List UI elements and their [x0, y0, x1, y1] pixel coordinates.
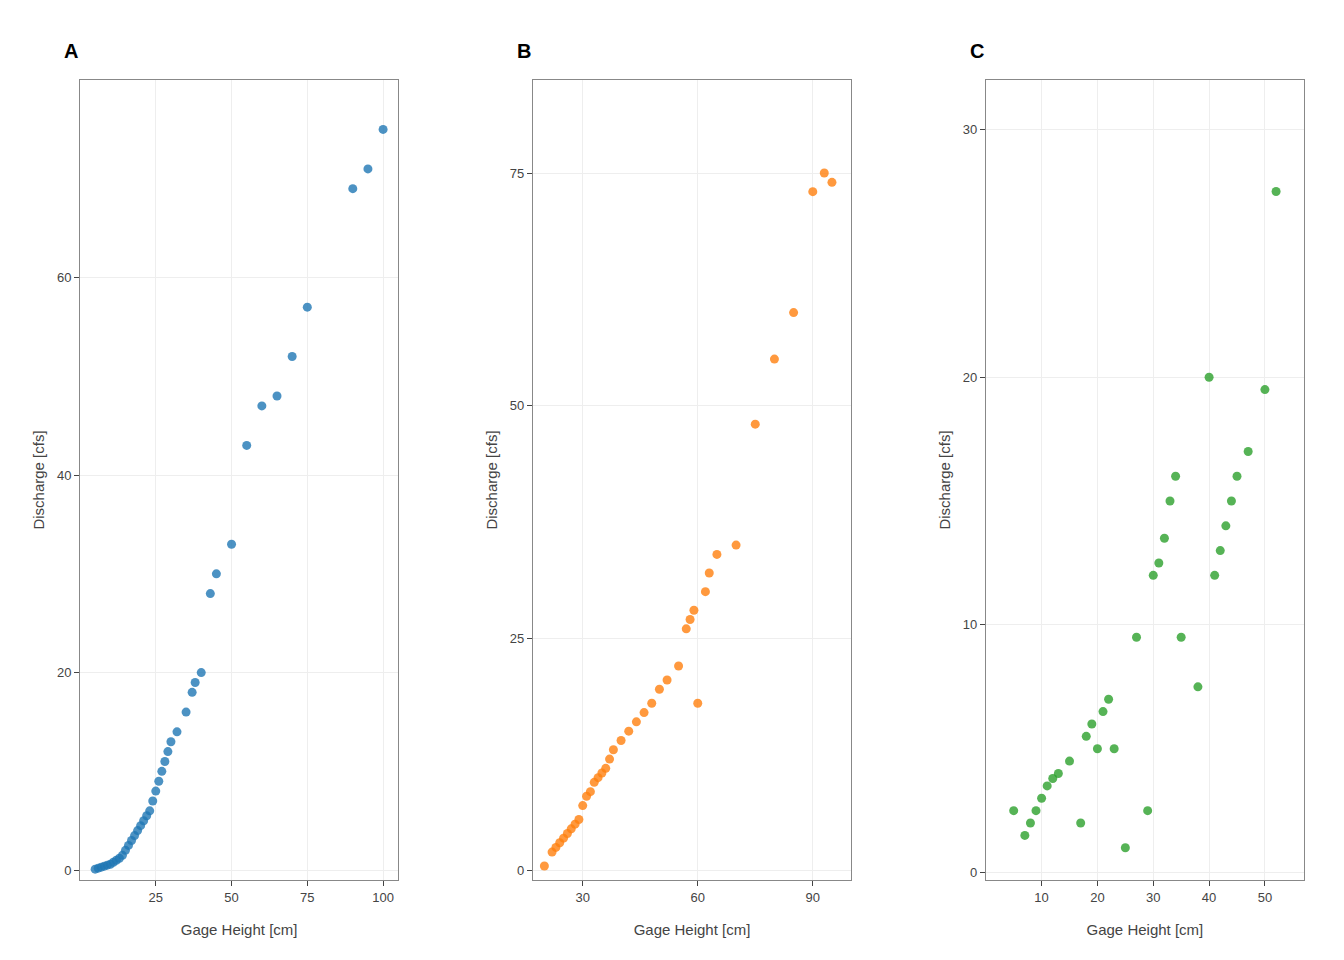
svg-text:0: 0 — [517, 863, 524, 878]
svg-text:60: 60 — [57, 270, 71, 285]
svg-text:0: 0 — [970, 865, 977, 880]
svg-text:20: 20 — [57, 665, 71, 680]
svg-text:90: 90 — [806, 890, 820, 905]
svg-text:10: 10 — [963, 617, 977, 632]
svg-text:25: 25 — [510, 631, 524, 646]
svg-text:75: 75 — [510, 166, 524, 181]
svg-text:40: 40 — [1202, 890, 1216, 905]
svg-text:A: A — [64, 40, 78, 62]
svg-text:30: 30 — [963, 122, 977, 137]
svg-text:30: 30 — [575, 890, 589, 905]
svg-text:10: 10 — [1034, 890, 1048, 905]
svg-text:Gage Height [cm]: Gage Height [cm] — [634, 921, 751, 938]
svg-text:Gage Height [cm]: Gage Height [cm] — [1087, 921, 1204, 938]
svg-text:50: 50 — [1258, 890, 1272, 905]
svg-text:50: 50 — [224, 890, 238, 905]
svg-text:25: 25 — [149, 890, 163, 905]
svg-text:30: 30 — [1146, 890, 1160, 905]
svg-text:20: 20 — [963, 370, 977, 385]
svg-text:C: C — [970, 40, 984, 62]
svg-text:100: 100 — [372, 890, 394, 905]
svg-text:B: B — [517, 40, 531, 62]
svg-text:40: 40 — [57, 468, 71, 483]
svg-text:Discharge [cfs]: Discharge [cfs] — [483, 430, 500, 529]
svg-text:20: 20 — [1090, 890, 1104, 905]
svg-text:0: 0 — [64, 863, 71, 878]
svg-text:Discharge [cfs]: Discharge [cfs] — [30, 430, 47, 529]
svg-text:75: 75 — [300, 890, 314, 905]
svg-text:50: 50 — [510, 398, 524, 413]
svg-text:60: 60 — [691, 890, 705, 905]
svg-text:Gage Height [cm]: Gage Height [cm] — [181, 921, 298, 938]
svg-text:Discharge [cfs]: Discharge [cfs] — [936, 430, 953, 529]
